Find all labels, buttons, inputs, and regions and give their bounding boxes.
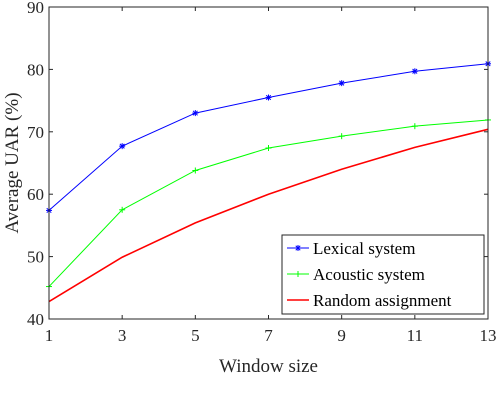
legend-item-1: Acoustic system [287,265,425,284]
data-point-0-1 [119,143,126,150]
data-point-0-2 [192,110,199,117]
data-point-1-1 [119,206,126,213]
x-tick-label-0: 1 [45,326,54,345]
legend-marker-1 [295,271,301,277]
data-point-1-4 [338,133,345,140]
x-tick-label-4: 9 [337,326,346,345]
y-tick-label-0: 40 [27,310,44,329]
series-line-2 [48,128,489,303]
y-tick-label-3: 70 [27,123,44,142]
data-point-1-2 [192,167,199,174]
legend-marker-0 [295,245,301,251]
legend-box [281,234,485,315]
y-tick-label-2: 60 [27,185,44,204]
series-layer [46,60,491,303]
legend-item-2: Random assignment [287,291,452,310]
y-axis-label: Average UAR (%) [2,92,23,233]
x-axis-label: Window size [219,356,318,377]
x-tick-label-2: 5 [191,326,200,345]
data-point-0-5 [411,68,418,75]
data-point-0-4 [338,80,345,87]
x-tick-label-5: 11 [407,326,423,345]
x-tick-label-3: 7 [264,326,273,345]
data-point-1-3 [265,145,272,152]
y-tick-label-5: 90 [27,0,44,17]
data-point-1-5 [411,123,418,130]
legend-item-0: Lexical system [287,239,415,258]
x-tick-label-1: 3 [118,326,127,345]
legend: Lexical system Acoustic system Random assi… [281,234,485,315]
x-tick-label-6: 13 [480,326,497,345]
legend-label-0: Lexical system [313,239,415,258]
legend-label-2: Random assignment [313,291,452,310]
y-tick-label-4: 80 [27,60,44,79]
series-2 [48,128,489,303]
legend-label-1: Acoustic system [313,265,425,284]
data-point-0-3 [265,94,272,101]
y-tick-label-1: 50 [27,248,44,267]
